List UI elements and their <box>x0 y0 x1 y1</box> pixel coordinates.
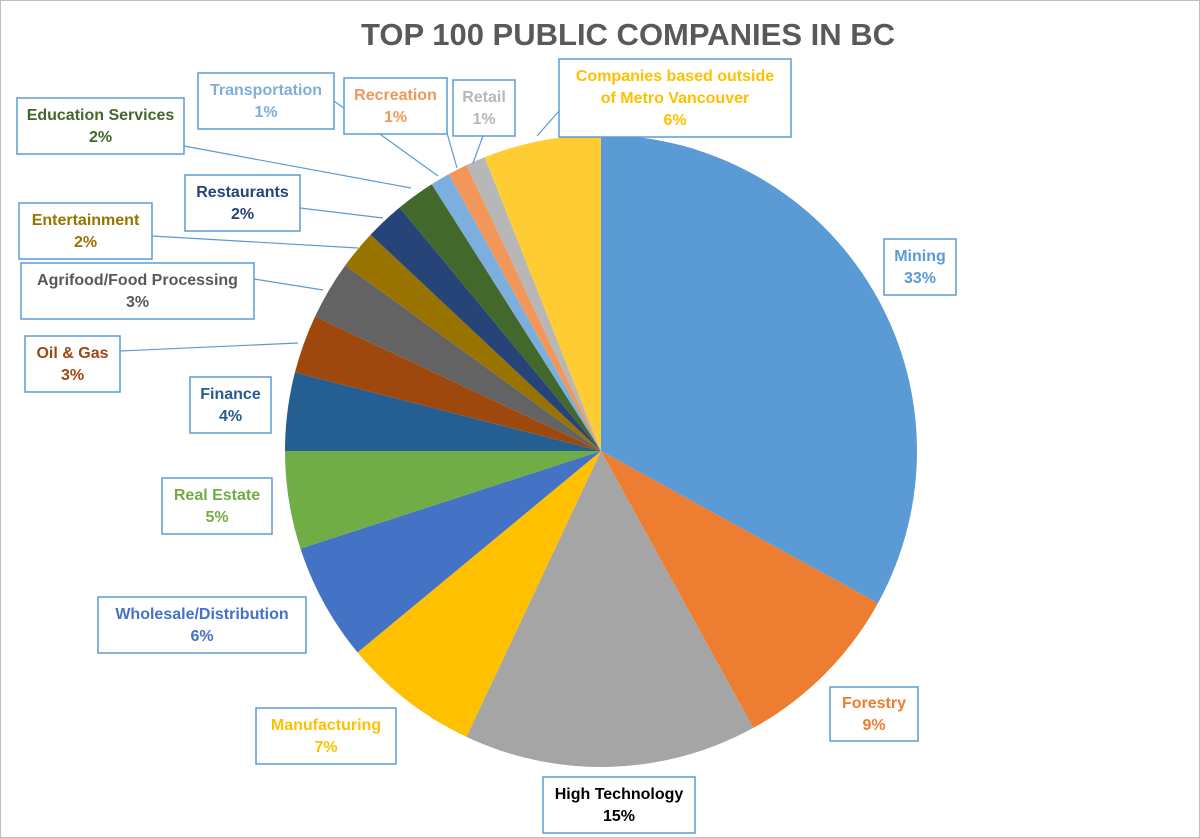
data-label-value: 6% <box>663 112 686 129</box>
data-label-transportation: Transportation 1% <box>197 72 335 130</box>
data-label-agrifood-food-processing: Agrifood/Food Processing 3% <box>20 262 255 320</box>
data-label-box <box>16 97 185 155</box>
data-label-value: 1% <box>254 104 277 121</box>
data-label-recreation: Recreation 1% <box>343 77 448 135</box>
slice-manufacturing <box>357 451 601 737</box>
data-label-category: High Technology <box>555 786 684 803</box>
data-label-value: 15% <box>603 808 635 825</box>
data-label-education-services: Education Services 2% <box>16 97 185 155</box>
data-label-entertainment: Entertainment 2% <box>18 202 153 260</box>
data-labels: Mining 33% Forestry 9% High Technology 15% Man… <box>16 58 957 834</box>
data-label-box <box>97 596 307 654</box>
data-label-manufacturing: Manufacturing 7% <box>255 707 397 765</box>
slice-entertainment <box>345 234 601 451</box>
leader-line-retail <box>472 135 484 164</box>
pie-slices <box>285 135 917 768</box>
data-label-value: 3% <box>61 367 84 384</box>
leader-line-agrifood-food-processing <box>253 278 324 291</box>
data-label-value: 2% <box>74 234 97 251</box>
data-label-box <box>24 335 121 393</box>
data-label-high-technology: High Technology 15% <box>542 776 696 834</box>
slice-wholesale-distribution <box>300 451 601 653</box>
data-label-box <box>558 58 792 138</box>
data-label-retail: Retail 1% <box>452 79 516 137</box>
slice-oil-gas <box>294 316 601 451</box>
data-label-category: Real Estate <box>174 487 260 504</box>
data-label-value: 1% <box>472 111 495 128</box>
data-label-box <box>20 262 255 320</box>
slice-recreation <box>448 165 601 451</box>
data-label-category: Wholesale/Distribution <box>115 606 288 623</box>
slice-forestry <box>601 451 878 728</box>
data-label-box <box>883 238 957 296</box>
leader-line-education-services <box>183 145 412 189</box>
slice-real-estate <box>285 451 601 549</box>
data-label-category: Transportation <box>210 82 322 99</box>
slice-retail <box>466 157 601 451</box>
data-label-real-estate: Real Estate 5% <box>161 477 273 535</box>
slice-transportation <box>431 174 601 451</box>
data-label-box <box>343 77 448 135</box>
slice-finance <box>285 372 601 451</box>
data-label-wholesale-distribution: Wholesale/Distribution 6% <box>97 596 307 654</box>
data-label-value: 33% <box>904 270 936 287</box>
data-label-mining: Mining 33% <box>883 238 957 296</box>
data-label-value: 5% <box>205 509 228 526</box>
data-label-box <box>189 376 272 434</box>
chart-title: TOP 100 PUBLIC COMPANIES IN BC <box>361 17 895 52</box>
data-label-category: Retail <box>462 89 506 106</box>
data-label-category: Companies based outside <box>576 68 774 85</box>
data-label-value: 2% <box>89 129 112 146</box>
leader-line-recreation <box>446 132 458 169</box>
data-label-value: 2% <box>231 206 254 223</box>
data-label-box <box>161 477 273 535</box>
data-label-category: Education Services <box>27 107 175 124</box>
data-label-category: of Metro Vancouver <box>601 90 749 107</box>
data-label-box <box>255 707 397 765</box>
data-label-oil-gas: Oil & Gas 3% <box>24 335 121 393</box>
leader-line-restaurants <box>299 207 384 219</box>
data-label-category: Finance <box>200 386 261 403</box>
data-label-box <box>18 202 153 260</box>
data-label-value: 3% <box>126 294 149 311</box>
data-label-value: 4% <box>219 408 242 425</box>
slice-companies-based-outside-of-metro-vancouver <box>484 135 601 451</box>
data-label-category: Entertainment <box>32 212 140 229</box>
data-label-value: 9% <box>862 717 885 734</box>
data-label-category: Agrifood/Food Processing <box>37 272 238 289</box>
data-label-finance: Finance 4% <box>189 376 272 434</box>
data-label-value: 7% <box>314 739 337 756</box>
data-label-forestry: Forestry 9% <box>829 686 919 742</box>
leader-line-oil-gas <box>119 342 299 352</box>
data-label-value: 1% <box>384 109 407 126</box>
slice-restaurants <box>370 207 601 451</box>
data-label-restaurants: Restaurants 2% <box>184 174 301 232</box>
data-label-category: Restaurants <box>196 184 289 201</box>
data-label-box <box>452 79 516 137</box>
data-label-box <box>197 72 335 130</box>
data-label-box <box>829 686 919 742</box>
data-label-box <box>184 174 301 232</box>
data-label-category: Mining <box>894 248 946 265</box>
data-label-category: Oil & Gas <box>36 345 108 362</box>
data-label-category: Forestry <box>842 695 906 712</box>
data-label-category: Recreation <box>354 87 437 104</box>
slice-education-services <box>399 184 601 451</box>
data-label-value: 6% <box>190 628 213 645</box>
data-label-box <box>542 776 696 834</box>
slice-mining <box>601 135 917 604</box>
data-label-companies-based-outside-of-metro-vancouver: Companies based outside of Metro Vancouve… <box>558 58 792 138</box>
slice-agrifood-food-processing <box>315 265 601 451</box>
data-label-category: Manufacturing <box>271 717 381 734</box>
slice-high-technology <box>466 451 754 768</box>
leader-line-companies-based-outside-of-metro-vancouver <box>536 110 560 137</box>
leader-line-entertainment <box>151 235 359 249</box>
